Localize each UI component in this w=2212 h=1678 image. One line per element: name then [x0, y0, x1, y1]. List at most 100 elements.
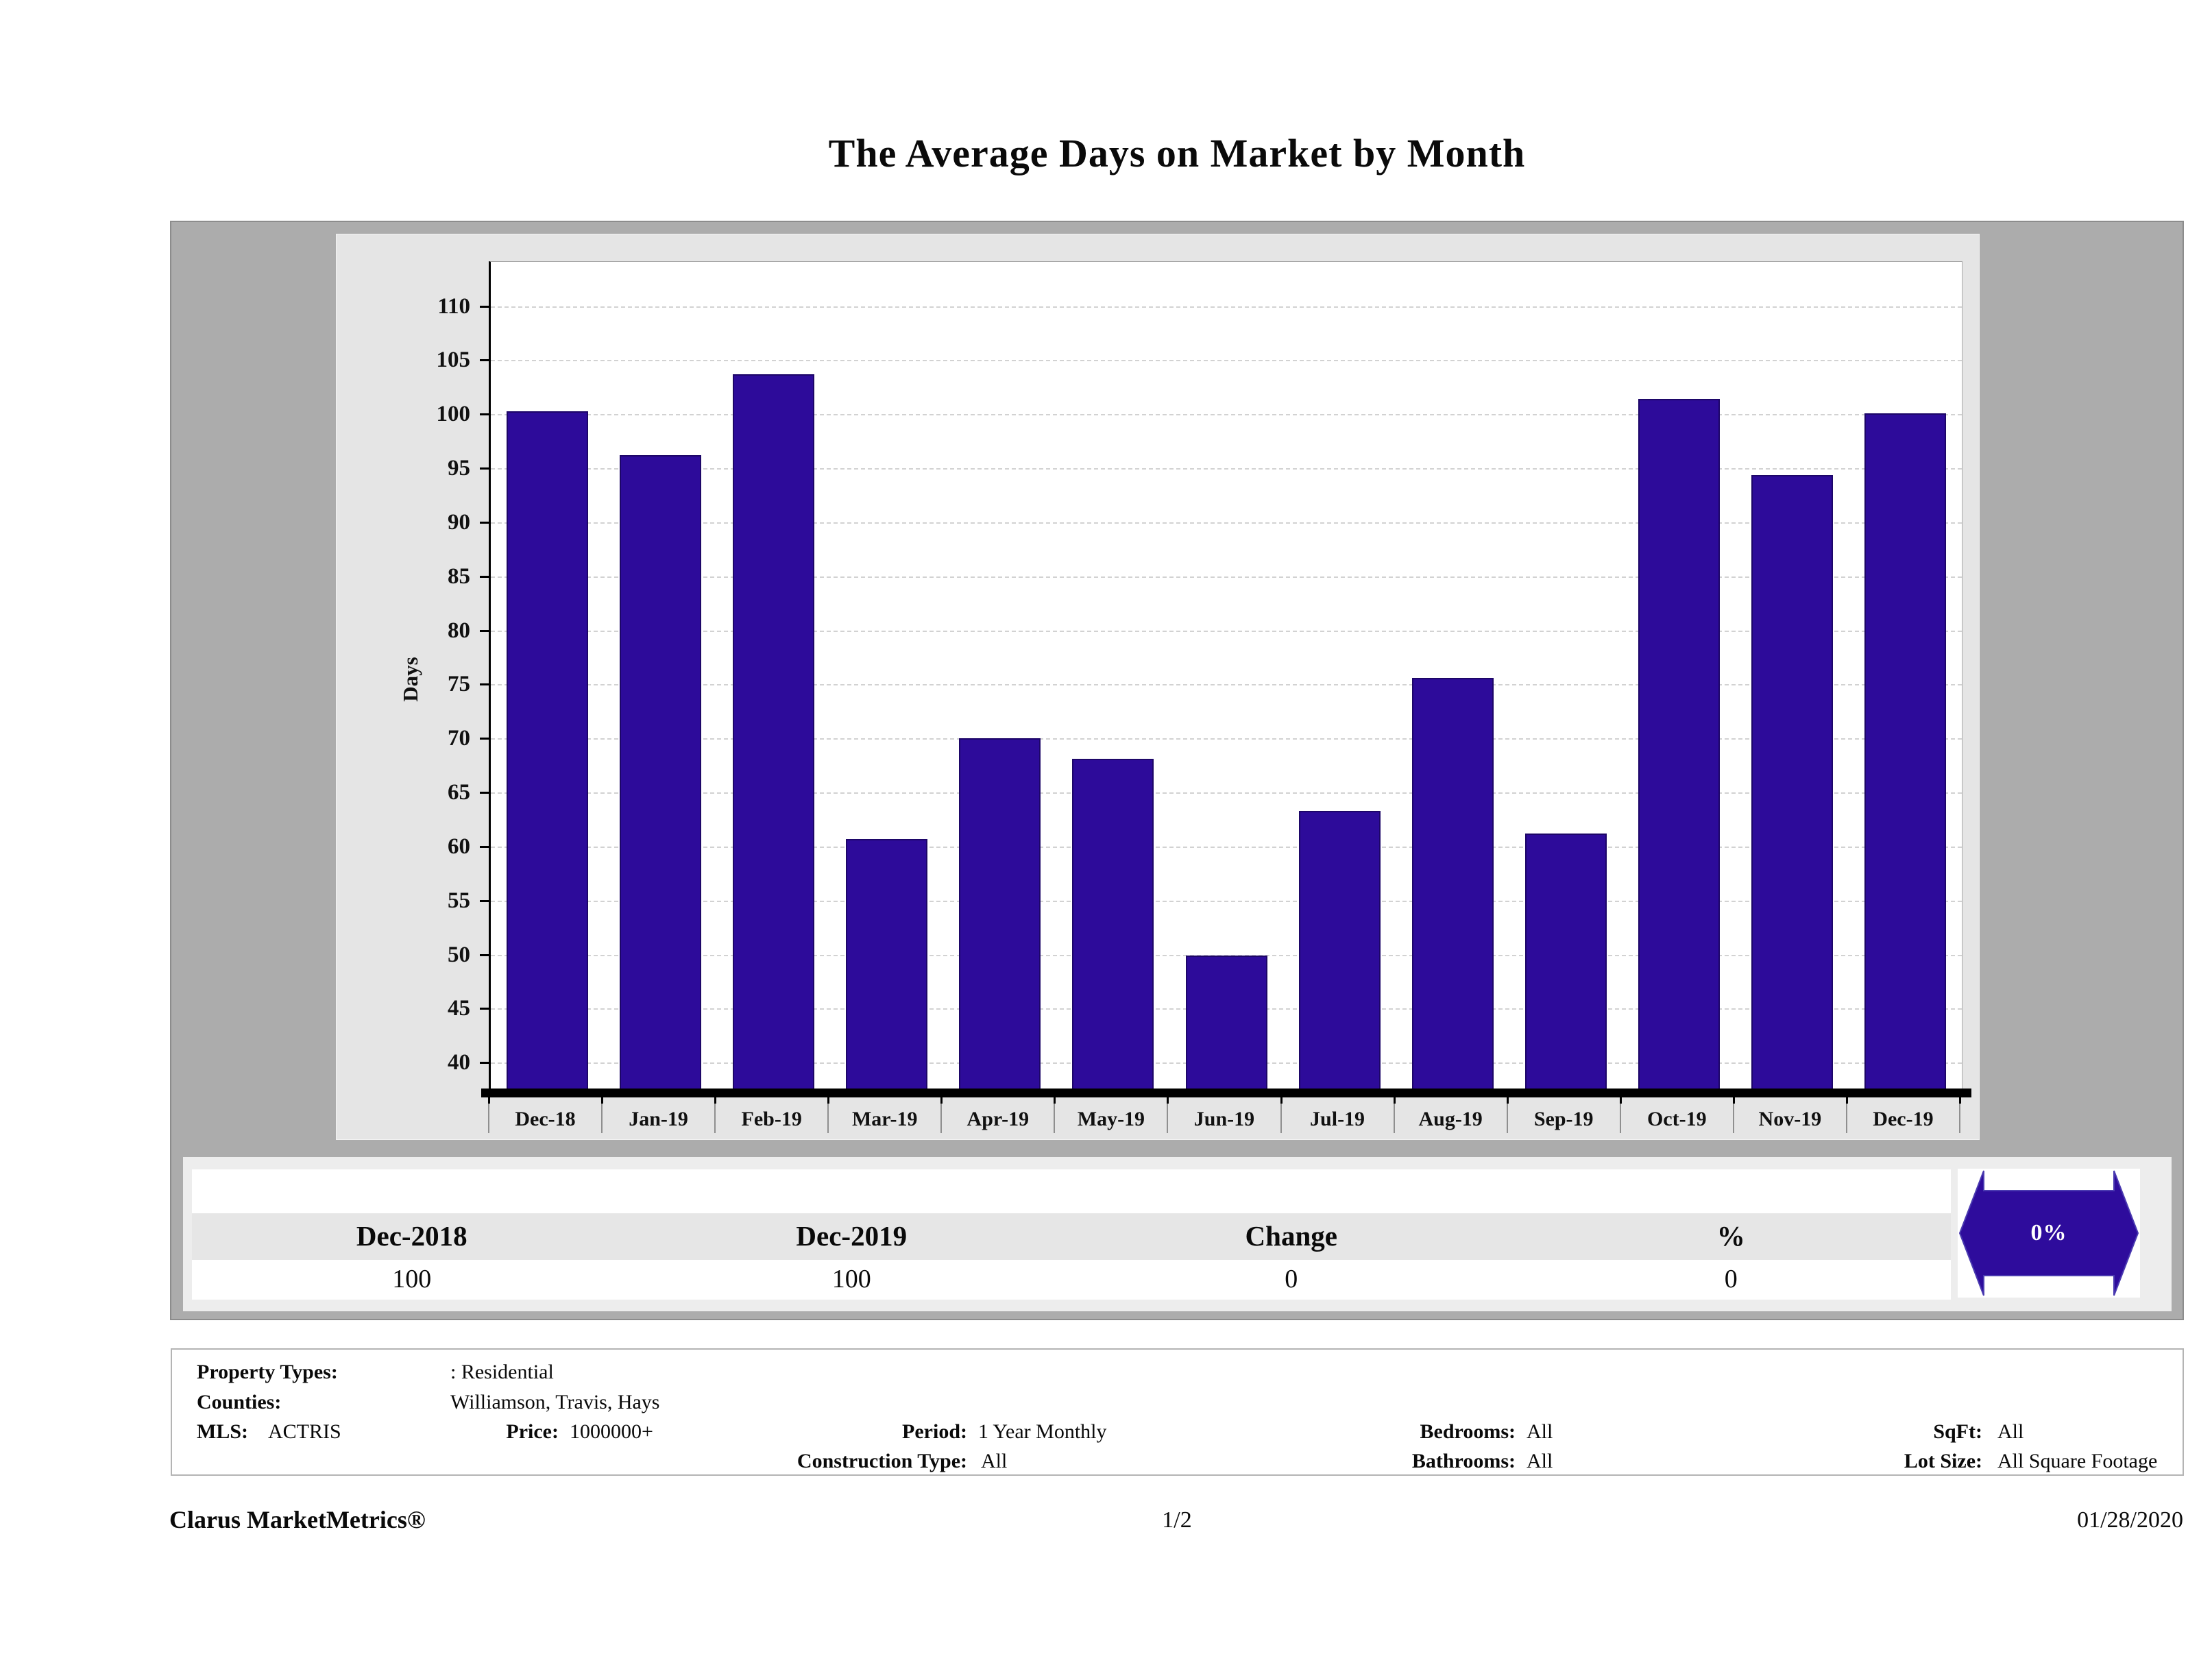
- y-tick-mark: [480, 683, 489, 686]
- y-tick-label: 65: [448, 780, 470, 805]
- bar-Dec-19: [1864, 413, 1946, 1089]
- x-axis-separator: [940, 1100, 943, 1133]
- gridline: [491, 576, 1962, 578]
- plot-area: 40 45 50 55 60 65 70 75 80 85 90 95 100 105 110: [437, 261, 1971, 1097]
- x-tick-label: Jun-19: [1193, 1108, 1255, 1130]
- x-axis-tick: [601, 1097, 604, 1104]
- gridline: [491, 414, 1962, 416]
- y-tick-mark: [480, 1062, 489, 1065]
- x-tick-label: Feb-19: [741, 1108, 802, 1130]
- change-badge-label: 0%: [2030, 1220, 2067, 1245]
- y-tick-label: 105: [436, 348, 471, 373]
- gridline: [491, 360, 1962, 362]
- page-title: The Average Days on Market by Month: [828, 131, 1526, 175]
- x-axis-tick: [1280, 1097, 1283, 1104]
- x-axis-tick: [940, 1097, 943, 1104]
- y-tick-mark: [480, 305, 489, 308]
- y-tick-mark: [480, 1008, 489, 1010]
- x-tick-label: Oct-19: [1646, 1108, 1707, 1130]
- double-arrow-icon: [1958, 1170, 2139, 1296]
- lot-size-value: All Square Footage: [1997, 1450, 2158, 1472]
- gridline: [491, 630, 1962, 632]
- chart-container: Days 40 45 50 55 60 65 70 75 80 85 90 95 100 105 110 D…: [170, 221, 2184, 1320]
- y-tick-label: 70: [448, 726, 470, 751]
- y-tick-label: 60: [448, 834, 470, 859]
- x-axis-tick: [1732, 1097, 1735, 1104]
- summary-header-dec-2019: Dec-2019: [796, 1220, 908, 1252]
- x-axis-tick: [1393, 1097, 1396, 1104]
- summary-header-percent: %: [1716, 1220, 1745, 1252]
- x-axis-tick: [827, 1097, 830, 1104]
- bar-Dec-18: [507, 411, 589, 1089]
- summary-header-dec-2018: Dec-2018: [356, 1220, 467, 1252]
- x-axis-separator: [1280, 1100, 1282, 1133]
- gridline: [491, 846, 1962, 848]
- summary-value-change: 0: [1285, 1265, 1298, 1293]
- gridline: [491, 684, 1962, 686]
- summary-value-percent: 0: [1724, 1265, 1738, 1293]
- mls-value: ACTRIS: [268, 1420, 341, 1443]
- gridline: [491, 468, 1962, 470]
- bar-Jul-19: [1298, 810, 1381, 1089]
- sqft-value: All: [1997, 1420, 2024, 1443]
- y-tick-mark: [480, 521, 489, 524]
- x-axis-tick: [488, 1097, 490, 1104]
- x-axis-tick: [1959, 1097, 1961, 1104]
- x-axis-separator: [1393, 1100, 1395, 1133]
- x-tick-label: Sep-19: [1533, 1108, 1594, 1130]
- x-axis-separator: [714, 1100, 716, 1133]
- bar-Jun-19: [1185, 956, 1267, 1089]
- bar-Mar-19: [846, 838, 928, 1089]
- y-tick-mark: [480, 953, 489, 956]
- x-axis-strip: Dec-18 Jan-19 Feb-19 Mar-19 Apr-19 May-19 Jun-…: [337, 1097, 1980, 1141]
- criteria-box: Property Types: : Residential Counties: …: [171, 1348, 2184, 1476]
- y-tick-mark: [480, 413, 489, 416]
- x-axis-separator: [1959, 1100, 1960, 1133]
- construction-type-label: Construction Type:: [797, 1450, 967, 1472]
- bar-May-19: [1072, 759, 1154, 1089]
- y-tick-mark: [480, 359, 489, 362]
- x-axis-separator: [1167, 1100, 1169, 1133]
- summary-value-dec-2019: 100: [831, 1265, 871, 1293]
- y-tick-label: 55: [448, 888, 470, 913]
- bar-Aug-19: [1411, 677, 1494, 1089]
- chart-panel: Days 40 45 50 55 60 65 70 75 80 85 90 95 100 105 110 D…: [336, 234, 1980, 1140]
- x-axis-tick: [714, 1097, 717, 1104]
- summary-empty-row: [192, 1169, 1951, 1213]
- y-tick-mark: [480, 629, 489, 632]
- y-tick-label: 90: [448, 509, 470, 535]
- price-value: 1000000+: [570, 1420, 653, 1443]
- x-axis-tick: [1054, 1097, 1056, 1104]
- y-tick-mark: [480, 899, 489, 902]
- period-value: 1 Year Monthly: [978, 1420, 1107, 1443]
- summary-header-row: Dec-2018 Dec-2019 Change %: [192, 1213, 1951, 1260]
- y-tick-mark: [480, 845, 489, 848]
- bar-Sep-19: [1524, 833, 1607, 1089]
- y-tick-label: 75: [448, 672, 470, 697]
- x-axis-separator: [1732, 1100, 1734, 1133]
- bar-Feb-19: [733, 374, 815, 1089]
- y-tick-label: 80: [448, 618, 470, 643]
- y-tick-label: 95: [448, 456, 470, 481]
- bathrooms-label: Bathrooms:: [1411, 1450, 1516, 1472]
- x-axis-separator: [1619, 1100, 1621, 1133]
- counties-value: Williamson, Travis, Hays: [450, 1391, 660, 1413]
- x-axis-tick: [1167, 1097, 1169, 1104]
- period-label: Period:: [902, 1420, 967, 1443]
- construction-type-value: All: [981, 1450, 1008, 1472]
- gridline: [491, 738, 1962, 740]
- change-badge: 0%: [1958, 1169, 2140, 1298]
- x-axis-separator: [1506, 1100, 1508, 1133]
- sqft-label: SqFt:: [1933, 1420, 1982, 1443]
- summary-value-row: 100 100 0 0: [192, 1260, 1951, 1300]
- x-tick-label: Mar-19: [851, 1108, 918, 1130]
- gridline: [491, 306, 1962, 308]
- x-axis-separator: [1845, 1100, 1847, 1133]
- summary-value-dec-2018: 100: [392, 1265, 432, 1293]
- summary-header-change: Change: [1245, 1220, 1337, 1252]
- summary-table: Dec-2018 Dec-2019 Change % 100 100 0 0 0…: [183, 1157, 2172, 1311]
- gridline: [491, 900, 1962, 902]
- bar-Nov-19: [1751, 474, 1833, 1089]
- property-types-label: Property Types:: [197, 1361, 338, 1383]
